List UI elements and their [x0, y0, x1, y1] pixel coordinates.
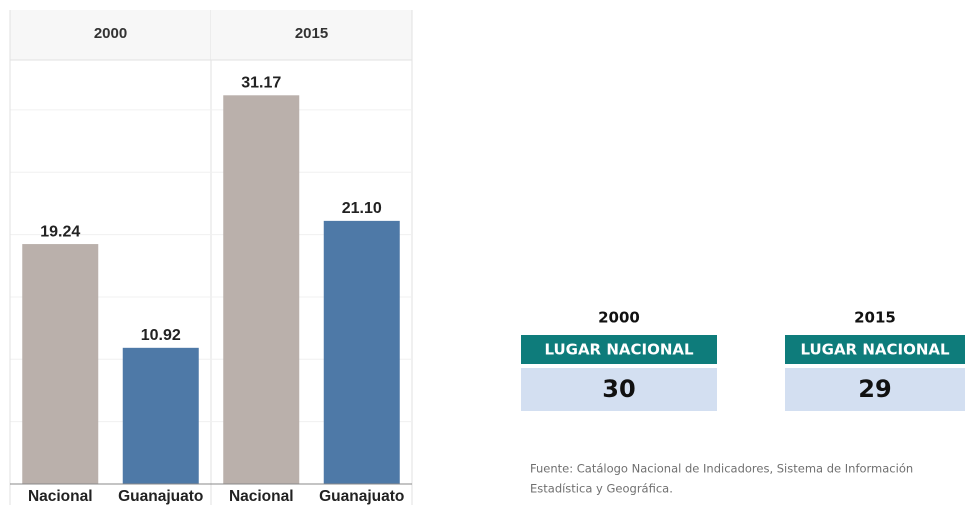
ranking-header: [521, 335, 717, 364]
value-label: 19.24: [40, 223, 80, 240]
bar: [323, 220, 400, 484]
bar: [22, 244, 99, 484]
source-line: Estadística y Geográfica.: [530, 482, 673, 496]
value-label: 21.10: [342, 200, 382, 217]
panel-header: [10, 10, 211, 60]
bar: [223, 95, 300, 485]
ranking-header: [785, 335, 965, 364]
bar: [122, 347, 199, 484]
ranking-value: 30: [602, 375, 635, 403]
ranking-label: LUGAR NACIONAL: [544, 341, 694, 359]
ranking-label: LUGAR NACIONAL: [800, 341, 950, 359]
ranking-box: [521, 368, 717, 411]
x-tick-label: Guanajuato: [118, 488, 203, 505]
panel-header: [211, 10, 412, 60]
ranking-year: 2015: [854, 309, 896, 327]
value-label: 10.92: [141, 327, 181, 344]
value-label: 31.17: [241, 75, 281, 92]
x-tick-label: Nacional: [229, 488, 294, 505]
x-tick-label: Guanajuato: [319, 488, 404, 505]
ranking-value: 29: [858, 375, 891, 403]
x-tick-label: Nacional: [28, 488, 93, 505]
panel-title: 2000: [94, 25, 127, 42]
panel-title: 2015: [295, 25, 328, 42]
ranking-year: 2000: [598, 309, 640, 327]
ranking-box: [785, 368, 965, 411]
source-line: Fuente: Catálogo Nacional de Indicadores…: [530, 462, 913, 476]
